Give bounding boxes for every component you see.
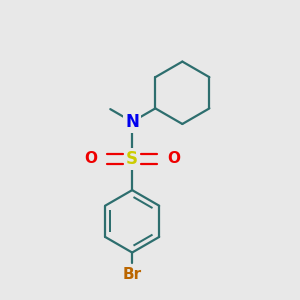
Text: S: S <box>126 150 138 168</box>
Text: Br: Br <box>123 267 142 282</box>
Text: O: O <box>167 152 180 166</box>
Text: O: O <box>84 152 97 166</box>
Text: N: N <box>125 113 139 131</box>
